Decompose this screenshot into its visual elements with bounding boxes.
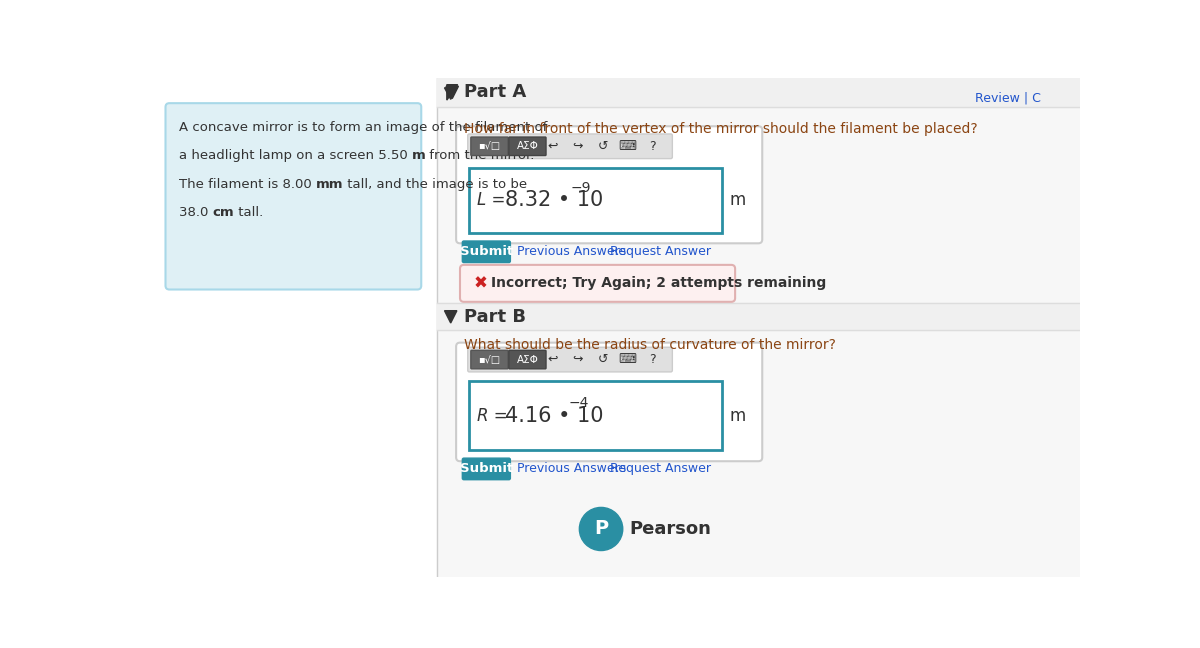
Text: m: m [412, 150, 426, 163]
Bar [437, 78, 1080, 107]
FancyBboxPatch shape [462, 241, 510, 262]
Text: ↪: ↪ [572, 353, 583, 366]
Text: from the mirror.: from the mirror. [426, 150, 535, 163]
Text: Request Answer: Request Answer [611, 463, 712, 476]
Text: Pearson: Pearson [629, 520, 710, 538]
Text: ↺: ↺ [598, 140, 608, 153]
Text: ↩: ↩ [547, 140, 558, 153]
Text: Incorrect; Try Again; 2 attempts remaining: Incorrect; Try Again; 2 attempts remaini… [491, 276, 827, 290]
Text: cm: cm [212, 206, 234, 220]
Polygon shape [444, 87, 457, 99]
Text: ?: ? [649, 353, 655, 366]
Text: Review | C: Review | C [976, 91, 1042, 104]
FancyBboxPatch shape [456, 343, 762, 461]
Polygon shape [446, 86, 458, 98]
Text: 8.32 • 10: 8.32 • 10 [505, 191, 604, 210]
Text: ?: ? [649, 140, 655, 153]
Text: ▪√□: ▪√□ [479, 354, 500, 365]
FancyBboxPatch shape [468, 168, 722, 233]
FancyBboxPatch shape [509, 351, 546, 369]
Text: Previous Answers: Previous Answers [517, 246, 626, 259]
Text: The filament is 8.00: The filament is 8.00 [179, 178, 316, 191]
Text: tall.: tall. [234, 206, 263, 220]
Text: ⌨: ⌨ [618, 353, 636, 366]
Text: 38.0: 38.0 [179, 206, 212, 220]
Text: 4.16 • 10: 4.16 • 10 [505, 406, 604, 426]
FancyBboxPatch shape [470, 351, 508, 369]
Bar [437, 78, 1080, 577]
Polygon shape [446, 85, 457, 100]
Text: ΑΣΦ: ΑΣΦ [516, 141, 539, 151]
Text: R =: R = [478, 407, 508, 425]
Text: A concave mirror is to form an image of the filament of: A concave mirror is to form an image of … [179, 121, 547, 134]
Text: Part B: Part B [464, 308, 526, 326]
Text: m: m [730, 191, 746, 209]
Text: ▪√□: ▪√□ [479, 141, 500, 151]
FancyBboxPatch shape [468, 381, 722, 450]
Text: −4: −4 [569, 396, 589, 410]
Bar [150, 78, 437, 577]
FancyBboxPatch shape [468, 134, 672, 159]
FancyBboxPatch shape [468, 347, 672, 372]
FancyBboxPatch shape [462, 458, 510, 480]
Text: Previous Answers: Previous Answers [517, 463, 626, 476]
Text: Submit: Submit [460, 246, 512, 259]
Text: ✖: ✖ [474, 274, 488, 292]
Text: a headlight lamp on a screen 5.50: a headlight lamp on a screen 5.50 [179, 150, 412, 163]
Text: P: P [594, 520, 608, 538]
Circle shape [580, 507, 623, 551]
Text: ⌨: ⌨ [618, 140, 636, 153]
FancyBboxPatch shape [509, 137, 546, 156]
Text: m: m [730, 407, 746, 425]
Text: −9: −9 [571, 181, 592, 195]
Text: mm: mm [316, 178, 343, 191]
Text: How far in front of the vertex of the mirror should the filament be placed?: How far in front of the vertex of the mi… [464, 122, 978, 137]
Text: ↩: ↩ [547, 353, 558, 366]
Text: tall, and the image is to be: tall, and the image is to be [343, 178, 527, 191]
Text: Submit: Submit [460, 463, 512, 476]
Text: What should be the radius of curvature of the mirror?: What should be the radius of curvature o… [464, 338, 835, 352]
FancyBboxPatch shape [456, 126, 762, 243]
Text: Part A: Part A [464, 84, 526, 101]
FancyBboxPatch shape [166, 103, 421, 290]
Text: ↪: ↪ [572, 140, 583, 153]
Text: L =: L = [478, 191, 505, 209]
FancyBboxPatch shape [460, 265, 736, 302]
Text: ΑΣΦ: ΑΣΦ [516, 354, 539, 365]
Polygon shape [444, 310, 457, 323]
Text: Request Answer: Request Answer [611, 246, 712, 259]
Bar [437, 303, 1080, 330]
FancyBboxPatch shape [470, 137, 508, 156]
Text: ↺: ↺ [598, 353, 608, 366]
